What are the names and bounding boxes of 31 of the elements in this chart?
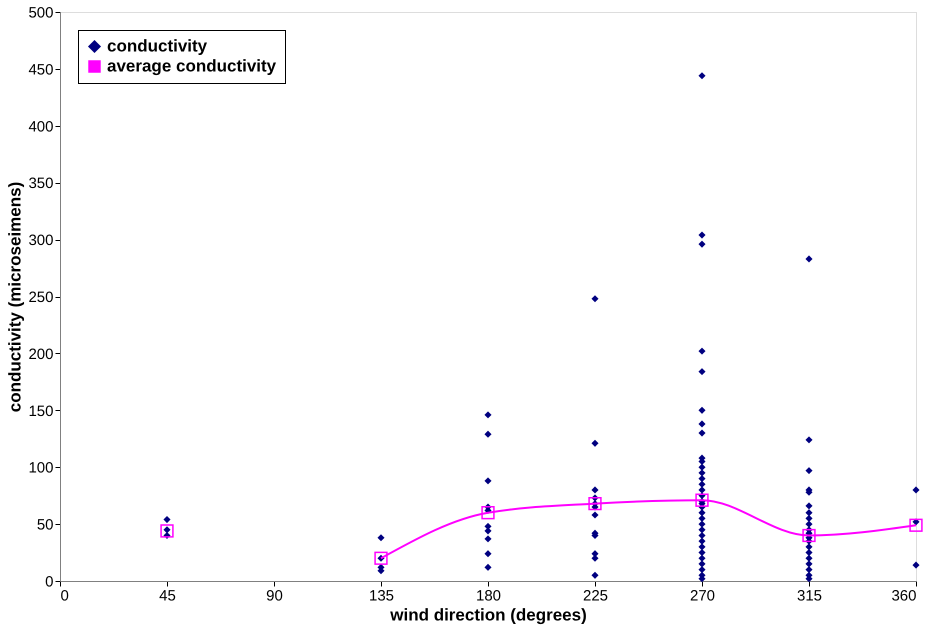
- legend-label: average conductivity: [107, 56, 277, 76]
- x-tick-label: 180: [476, 588, 502, 604]
- y-tick-label: 50: [36, 516, 54, 534]
- x-tick-label: 360: [891, 588, 916, 604]
- y-tick-label: 500: [28, 4, 54, 22]
- x-tick-label: 90: [266, 588, 283, 604]
- y-tick-label: 400: [28, 118, 54, 136]
- y-tick-label: 0: [45, 574, 54, 590]
- y-tick-label: 250: [28, 289, 54, 306]
- x-axis-title: wind direction (degrees): [389, 606, 587, 624]
- y-tick-label: 200: [28, 346, 54, 363]
- legend-label: conductivity: [107, 36, 208, 56]
- y-tick-label: 100: [28, 460, 54, 477]
- point: [160, 524, 174, 538]
- y-tick-label: 300: [28, 232, 54, 250]
- point: [909, 518, 923, 532]
- x-tick-label: 225: [582, 588, 608, 604]
- y-tick-label: 350: [28, 175, 54, 192]
- x-tick-label: 315: [796, 588, 822, 604]
- point: [374, 552, 388, 565]
- x-tick-label: 0: [60, 588, 69, 604]
- x-tick-label: 270: [690, 588, 716, 604]
- point: [481, 506, 495, 520]
- y-axis-title: conductivity (microseimens): [5, 182, 24, 412]
- point: [695, 494, 709, 507]
- y-tick-label: 450: [28, 61, 54, 78]
- y-tick-label: 150: [28, 402, 54, 420]
- point: [802, 528, 816, 542]
- x-tick-label: 45: [159, 588, 176, 604]
- x-tick-label: 135: [368, 588, 394, 604]
- point: [588, 496, 602, 510]
